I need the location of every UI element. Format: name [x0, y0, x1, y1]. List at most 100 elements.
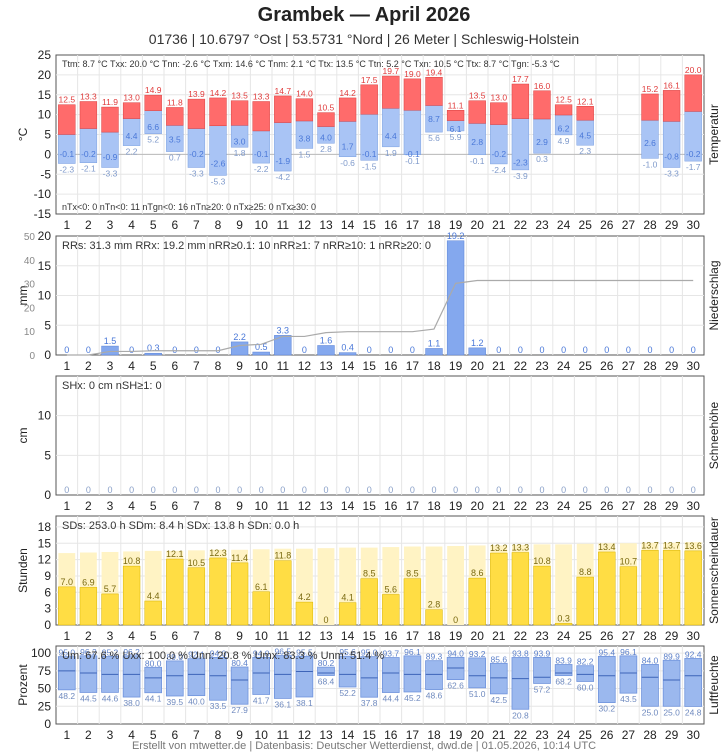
temp-min-label: -2.3 [59, 165, 74, 175]
y-tick-label: -10 [34, 187, 52, 201]
snow-value-label: 0 [345, 485, 350, 495]
humidity-min-label: 25.0 [663, 707, 680, 717]
humidity-max-label: 95.0 [361, 648, 378, 658]
sunshine-value-label: 12.1 [166, 549, 184, 559]
humidity-range-bar [619, 655, 638, 694]
x-tick-label: 22 [514, 359, 528, 373]
temp-max-label: 13.0 [123, 93, 140, 103]
x-tick-label: 25 [579, 629, 593, 643]
temp-min-label: -0.1 [470, 156, 485, 166]
sunshine-value-label: 5.7 [104, 584, 117, 594]
humidity-range-bar [79, 655, 98, 693]
y-tick-label: 0 [44, 147, 51, 161]
x-tick-label: 9 [236, 629, 243, 643]
precip-value-label: 2.2 [233, 332, 246, 342]
humidity-min-label: 48.2 [59, 691, 76, 701]
temp-max-label: 16.1 [663, 80, 680, 90]
temp-max-label: 20.0 [685, 65, 702, 75]
temp-min-label: 1.5 [298, 149, 310, 159]
stats-summary: RRs: 31.3 mm RRx: 19.2 mm nRR≥0.1: 10 nR… [62, 240, 431, 252]
snow-value-label: 0 [172, 485, 177, 495]
precip-value-label: 0 [583, 345, 588, 355]
sunshine-bar [166, 558, 184, 626]
y-axis-label: °C [16, 127, 30, 141]
x-tick-label: 27 [622, 728, 636, 742]
humidity-max-label: 80.2 [318, 658, 335, 668]
humidity-range-bar [209, 656, 227, 701]
x-tick-label: 11 [277, 629, 290, 643]
temp-max-bar [122, 102, 141, 119]
humidity-range-bar [533, 657, 551, 684]
temp-min-label: 4.9 [558, 136, 570, 146]
precip-value-label: 0 [86, 345, 91, 355]
x-tick-label: 4 [128, 218, 135, 232]
snow-value-label: 0 [518, 485, 523, 495]
x-tick-label: 8 [215, 359, 222, 373]
sunshine-value-label: 10.8 [123, 556, 141, 566]
precip-value-label: 0 [561, 345, 566, 355]
y-tick-label: 6 [44, 585, 51, 599]
x-tick-label: 16 [384, 218, 398, 232]
temp-max-label: 13.3 [253, 92, 270, 102]
precip-value-label: 0 [302, 345, 307, 355]
sunshine-value-label: 8.5 [363, 569, 376, 579]
x-tick-label: 27 [622, 359, 636, 373]
x-tick-label: 22 [514, 499, 528, 513]
y-tick-label: 0 [44, 348, 51, 362]
x-tick-label: 2 [85, 499, 92, 513]
precip-value-label: 0 [496, 345, 501, 355]
x-tick-label: 5 [150, 499, 157, 513]
humidity-range-bar [554, 664, 573, 677]
x-tick-label: 12 [298, 728, 312, 742]
sun-possible-bar [447, 545, 465, 625]
precip-bar [252, 351, 270, 356]
humidity-max-label: 95.0 [59, 648, 76, 658]
sunshine-bar [490, 552, 508, 626]
sunshine-bar [425, 609, 443, 626]
temp-max-bar [317, 112, 335, 127]
x-tick-label: 30 [687, 499, 701, 513]
x-tick-label: 28 [643, 359, 657, 373]
snow-value-label: 0 [323, 485, 328, 495]
temp-max-bar [425, 77, 443, 106]
precip-bar [144, 352, 162, 356]
sunshine-bar [144, 600, 162, 626]
temp-mean-label: -0.1 [254, 149, 269, 159]
precip-value-label: 0 [129, 345, 134, 355]
sunshine-bar [295, 601, 314, 626]
x-tick-label: 9 [236, 499, 243, 513]
x-tick-label: 20 [471, 218, 485, 232]
precip-value-label: 0 [539, 345, 544, 355]
humidity-max-label: 80.0 [145, 658, 162, 668]
temp-max-label: 12.5 [59, 95, 76, 105]
y-tick-label: 25 [38, 48, 52, 62]
precip-value-label: 0 [626, 345, 631, 355]
temp-mean-label: -0.9 [103, 152, 118, 162]
sunshine-value-label: 4.1 [341, 593, 354, 603]
sunshine-value-label: 13.7 [641, 540, 659, 550]
humidity-range-bar [360, 656, 379, 698]
x-tick-label: 25 [579, 218, 593, 232]
humidity-min-label: 30.2 [599, 704, 616, 714]
precip-value-label: 0 [194, 345, 199, 355]
temp-max-label: 14.2 [339, 88, 356, 98]
sunshine-value-label: 8.6 [471, 568, 484, 578]
sunshine-bar [187, 567, 206, 626]
x-tick-label: 6 [171, 359, 178, 373]
snow-value-label: 0 [151, 485, 156, 495]
cumulative-tick-label: 0 [29, 351, 35, 362]
x-tick-label: 18 [427, 499, 441, 513]
sunshine-value-label: 4.4 [147, 591, 160, 601]
x-tick-label: 17 [406, 218, 420, 232]
temp-mean-label: 4.5 [579, 130, 591, 140]
humidity-max-label: 92.1 [188, 650, 205, 660]
temp-min-label: 5.9 [450, 132, 462, 142]
x-tick-label: 28 [643, 218, 657, 232]
x-tick-label: 15 [363, 499, 377, 513]
sunshine-bar [122, 565, 141, 626]
x-tick-label: 19 [449, 629, 463, 643]
sunshine-bar [403, 578, 422, 626]
humidity-min-label: 43.5 [620, 694, 637, 704]
temp-min-label: -1.7 [686, 162, 701, 172]
